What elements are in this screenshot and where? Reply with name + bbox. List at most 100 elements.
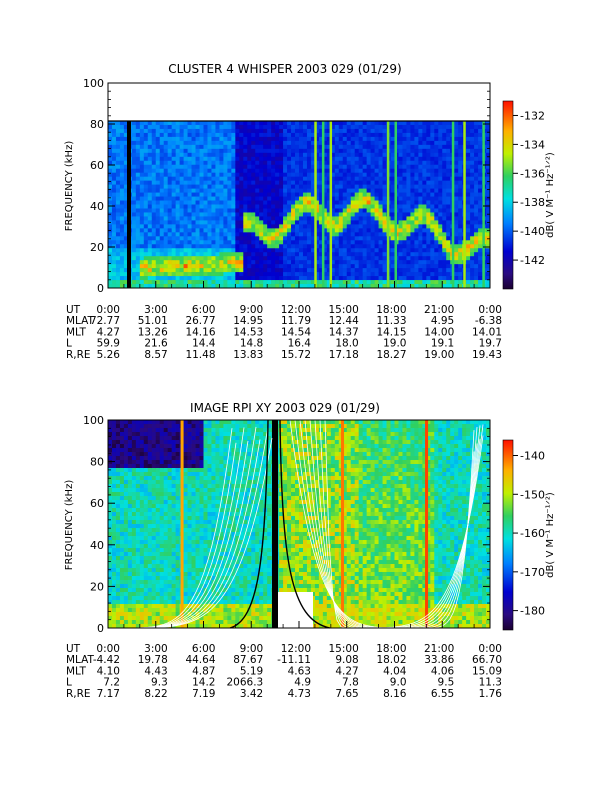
spectrogram-cell — [243, 173, 247, 177]
ephemeris-time: 3:00 — [144, 304, 168, 316]
spectrogram-cell — [402, 149, 406, 153]
spectrogram-cell — [454, 145, 458, 149]
spectrogram-cell — [275, 220, 279, 224]
spectrogram-cell — [458, 201, 462, 205]
spectrogram-cell — [128, 544, 132, 548]
spectrogram-cell — [223, 177, 227, 181]
spectrogram-cell — [470, 181, 474, 185]
spectrogram-cell — [466, 197, 470, 201]
spectrogram-cell — [363, 189, 367, 193]
spectrogram-cell — [259, 256, 263, 260]
spectrogram-cell — [243, 149, 247, 153]
spectrogram-cell — [192, 149, 196, 153]
spectrogram-cell — [347, 137, 351, 141]
spectrogram-cell — [379, 276, 383, 280]
spectrogram-cell — [474, 161, 478, 165]
spectrogram-cell — [136, 193, 140, 197]
spectrogram-cell — [466, 161, 470, 165]
spectrogram-cell — [418, 224, 422, 228]
spectrogram-cell — [148, 524, 152, 528]
spectrogram-cell — [446, 240, 450, 244]
spectrogram-cell — [124, 508, 128, 512]
spectrogram-cell — [140, 572, 144, 576]
colorbar-tick-label: -140 — [520, 225, 545, 238]
spectrogram-cell — [367, 208, 371, 212]
spectrogram-cell — [303, 264, 307, 268]
spectrogram-cell — [295, 181, 299, 185]
spectrogram-cell — [156, 584, 160, 588]
spectrogram-cell — [140, 228, 144, 232]
spectrogram-cell — [247, 232, 251, 236]
spectrogram-cell — [215, 145, 219, 149]
spectrogram-cell — [307, 224, 311, 228]
spectrogram-cell — [410, 165, 414, 169]
chart-title: CLUSTER 4 WHISPER 2003 029 (01/29) — [168, 62, 401, 76]
spectrogram-cell — [136, 165, 140, 169]
spectrogram-cell — [204, 205, 208, 209]
spectrogram-cell — [112, 448, 116, 452]
spectrogram-cell — [259, 248, 263, 252]
spectrogram-cell — [116, 205, 120, 209]
spectrogram-cell — [164, 460, 168, 464]
spectrogram-cell — [307, 208, 311, 212]
ephemeris-value: 26.77 — [185, 315, 215, 327]
spectrogram-cell — [359, 193, 363, 197]
spectrogram-cell — [259, 141, 263, 145]
spectrogram-cell — [299, 232, 303, 236]
spectrogram-cell — [379, 212, 383, 216]
ephemeris-value: 13.26 — [138, 326, 168, 338]
spectrogram-cell — [128, 548, 132, 552]
spectrogram-cell — [406, 201, 410, 205]
spectrogram-cell — [184, 232, 188, 236]
spectrogram-cell — [132, 276, 136, 280]
spectrogram-cell — [355, 165, 359, 169]
spectrogram-cell — [438, 173, 442, 177]
spectrogram-cell — [132, 480, 136, 484]
spectrogram-cell — [414, 169, 418, 173]
spectrogram-cell — [347, 173, 351, 177]
spectrogram-cell — [132, 189, 136, 193]
spectrogram-cell — [275, 236, 279, 240]
spectrogram-cell — [422, 125, 426, 129]
spectrogram-cell — [231, 149, 235, 153]
spectrogram-cell — [442, 232, 446, 236]
spectrogram-cell — [375, 165, 379, 169]
spectrogram-cell — [259, 280, 263, 284]
spectrogram-cell — [367, 280, 371, 284]
spectrogram-cell — [176, 228, 180, 232]
spectrogram-cell — [168, 121, 172, 125]
spectrogram-cell — [255, 256, 259, 260]
spectrogram-cell — [156, 520, 160, 524]
spectrogram-cell — [204, 228, 208, 232]
spectrogram-cell — [144, 141, 148, 145]
spectrogram-cell — [291, 240, 295, 244]
spectrogram-cell — [271, 201, 275, 205]
spectrogram-cell — [247, 133, 251, 137]
spectrogram-cell — [295, 232, 299, 236]
spectrogram-cell — [303, 252, 307, 256]
spectrogram-cell — [335, 276, 339, 280]
colorbar-tick-label: -134 — [520, 138, 545, 151]
spectrogram-cell — [136, 256, 140, 260]
spectrogram-cell — [438, 129, 442, 133]
spectrogram-cell — [355, 244, 359, 248]
spectrogram-cell — [235, 165, 239, 169]
spectrogram-cell — [446, 252, 450, 256]
spectrogram-cell — [355, 205, 359, 209]
spectrogram-cell — [172, 121, 176, 125]
spectrogram-cell — [239, 189, 243, 193]
spectrogram-cell — [180, 232, 184, 236]
spectrogram-cell — [283, 240, 287, 244]
spectrogram-cell — [259, 252, 263, 256]
spectrogram-cell — [414, 121, 418, 125]
spectrogram-cell — [267, 145, 271, 149]
spectrogram-cell — [466, 141, 470, 145]
spectrogram-cell — [259, 173, 263, 177]
spectrogram-cell — [391, 149, 395, 153]
spectrogram-cell — [136, 153, 140, 157]
ephemeris-time: 18:00 — [376, 304, 406, 316]
spectrogram-cell — [458, 141, 462, 145]
spectrogram-cell — [136, 524, 140, 528]
spectrogram-cell — [144, 516, 148, 520]
spectrogram-cell — [120, 248, 124, 252]
